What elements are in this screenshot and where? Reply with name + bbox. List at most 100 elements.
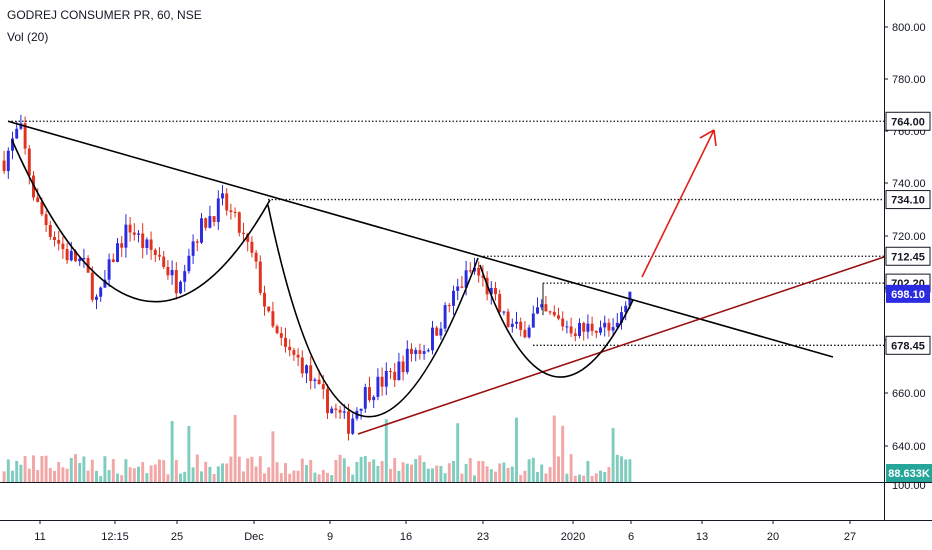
- level-badge-box: [885, 111, 931, 131]
- volume-bar: [573, 475, 577, 482]
- volume-bar: [300, 458, 304, 482]
- y-tick-label: 660.00: [892, 388, 926, 400]
- x-tick-label: 2020: [561, 531, 585, 543]
- candle-body: [599, 327, 602, 333]
- candle-body: [305, 365, 308, 374]
- candle-body: [536, 307, 539, 314]
- volume-bar: [439, 465, 443, 482]
- volume-bar: [309, 460, 313, 482]
- volume-bar: [603, 472, 607, 482]
- candle-body: [468, 270, 472, 272]
- volume-bar: [216, 466, 220, 482]
- x-tick-label: 11: [34, 531, 45, 543]
- candle-body: [443, 305, 447, 329]
- volume-bar: [141, 462, 145, 482]
- candle-body: [23, 123, 27, 149]
- volume-bar: [548, 467, 552, 482]
- volume-bar: [15, 460, 19, 482]
- candle-body: [300, 357, 304, 374]
- volume-bar: [116, 473, 119, 482]
- volume-bar: [376, 465, 380, 482]
- volume-bar: [44, 455, 48, 482]
- y-tick-label: 800.00: [892, 22, 926, 34]
- level-badge: 712.45: [885, 246, 931, 266]
- candle-body: [111, 259, 115, 262]
- candle-body: [473, 267, 476, 272]
- candle-body: [271, 311, 275, 327]
- candle-body: [116, 243, 119, 262]
- candle-body: [200, 218, 203, 243]
- volume-bar: [401, 462, 405, 482]
- volume-bar: [334, 459, 338, 482]
- candle-body: [363, 387, 367, 409]
- volume-bar: [229, 456, 233, 482]
- candle-body: [284, 337, 287, 347]
- volume-bar: [422, 462, 426, 482]
- level-badge-box: [885, 190, 931, 210]
- candle-body: [380, 376, 384, 387]
- volume-bar: [313, 472, 317, 482]
- candle-body: [397, 361, 401, 381]
- candle-body: [44, 214, 48, 225]
- volume-bar: [124, 459, 128, 482]
- level-badge-text: 678.45: [891, 340, 925, 352]
- candle-body: [153, 249, 157, 256]
- volume-bar: [414, 459, 418, 482]
- candle-body: [74, 250, 77, 262]
- volume-bar: [153, 464, 157, 482]
- volume-bar: [418, 455, 422, 482]
- volume-bar: [36, 469, 40, 482]
- volume-bar: [27, 468, 31, 482]
- candle-body: [531, 313, 535, 328]
- volume-bar: [321, 469, 325, 482]
- x-tick-label: 16: [400, 531, 412, 543]
- candle-body: [162, 256, 166, 267]
- candle-body: [594, 330, 598, 333]
- volume-bar: [594, 473, 598, 482]
- volume-bar: [145, 473, 149, 482]
- candle-body: [326, 389, 329, 414]
- volume-bar: [590, 475, 594, 482]
- volume-bar: [170, 421, 174, 482]
- candle-body: [229, 210, 233, 213]
- candle-body: [19, 123, 23, 129]
- volume-bar: [615, 454, 619, 482]
- volume-bar: [288, 473, 292, 482]
- volume-bar: [40, 456, 44, 482]
- x-tick-label: 12:15: [101, 531, 129, 543]
- y-tick-label: 640.00: [892, 441, 926, 453]
- candle-body: [107, 259, 111, 280]
- volume-bar: [225, 463, 229, 482]
- candle-body: [477, 267, 481, 276]
- candle-body: [90, 272, 94, 300]
- candle-body: [69, 250, 73, 261]
- volume-bar: [149, 465, 153, 482]
- candle-body: [615, 322, 619, 328]
- volume-bar: [166, 474, 170, 482]
- level-badge-box: [885, 335, 931, 355]
- last-price-box: [886, 284, 930, 303]
- candle-body: [342, 411, 346, 413]
- y-tick-label: 720.00: [892, 231, 926, 243]
- candle-body: [494, 287, 497, 295]
- volume-bar: [489, 469, 493, 482]
- candle-body: [578, 322, 581, 336]
- volume-bar: [506, 467, 510, 482]
- volume-bar: [132, 468, 136, 482]
- candle-body: [565, 326, 569, 328]
- volume-bar: [48, 467, 52, 482]
- candle-body: [267, 306, 271, 312]
- volume-bar: [368, 461, 371, 482]
- candle-body: [61, 243, 65, 250]
- volume-bar: [363, 456, 367, 482]
- candle-body: [204, 218, 208, 228]
- candle-body: [170, 270, 174, 276]
- x-tick-label: 20: [767, 531, 779, 543]
- volume-badge: 88.633K: [886, 464, 932, 482]
- volume-bar: [527, 459, 531, 482]
- volume-bar: [355, 461, 359, 482]
- candle-body: [95, 296, 98, 300]
- volume-bar: [405, 463, 409, 482]
- candle-body: [65, 249, 69, 261]
